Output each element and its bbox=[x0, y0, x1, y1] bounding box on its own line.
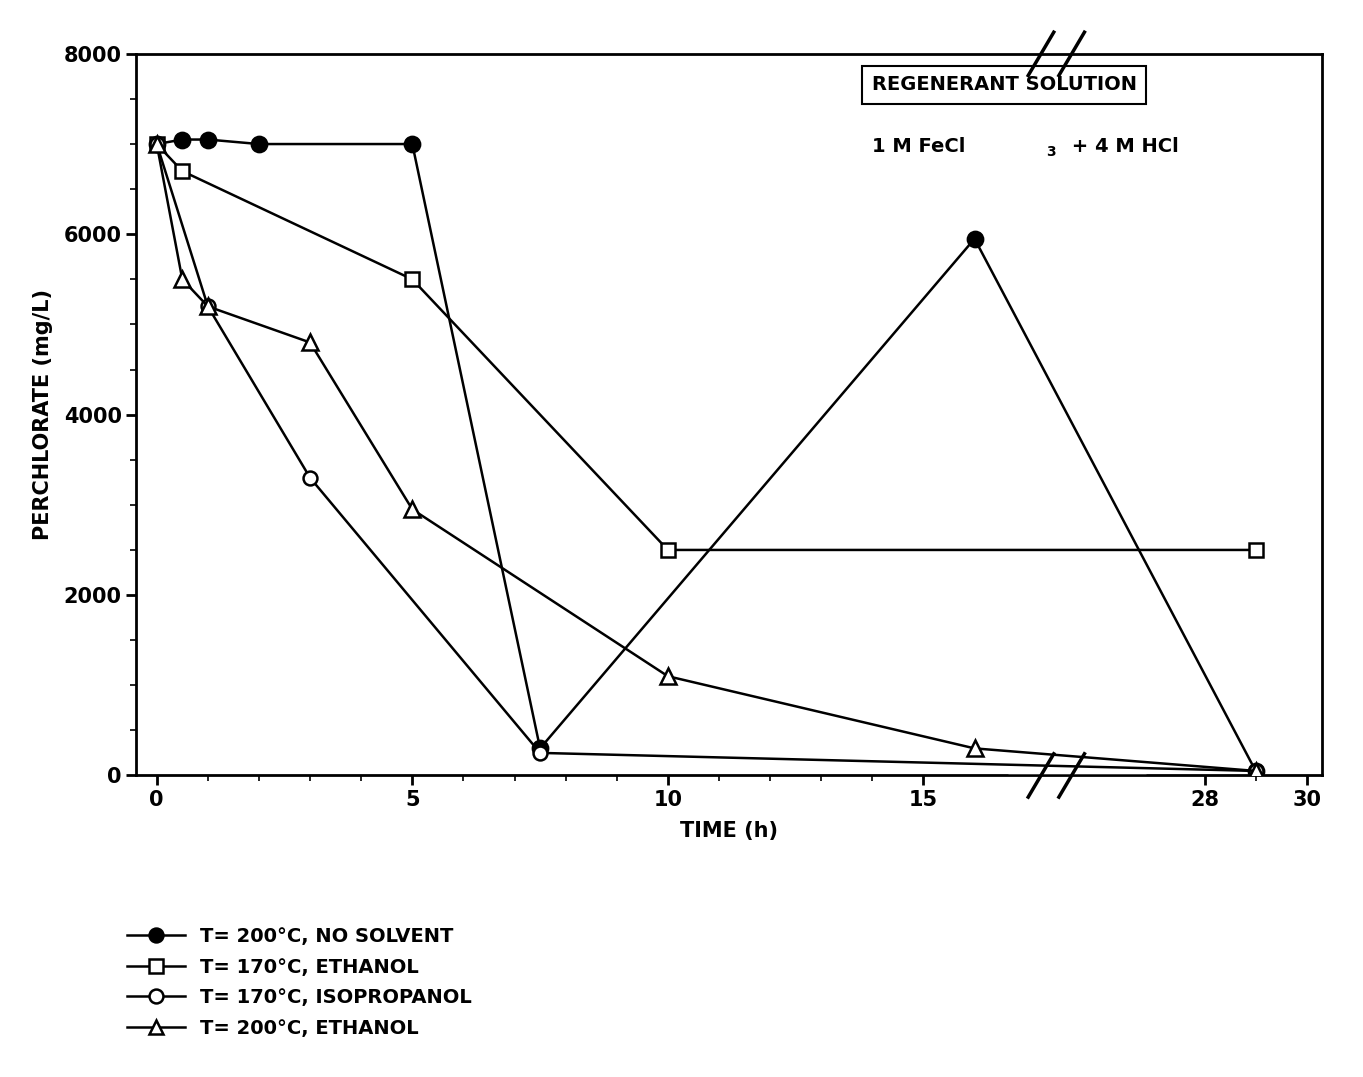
T= 170°C, ISOPROPANOL bbox=[532, 746, 548, 759]
T= 170°C, ISOPROPANOL bbox=[200, 299, 217, 312]
Text: 3: 3 bbox=[1045, 145, 1055, 159]
T= 200°C, NO SOLVENT bbox=[532, 742, 548, 755]
T= 200°C, NO SOLVENT bbox=[405, 138, 421, 151]
T= 200°C, NO SOLVENT bbox=[966, 233, 983, 246]
X-axis label: TIME (h): TIME (h) bbox=[680, 821, 778, 841]
Line: T= 200°C, NO SOLVENT: T= 200°C, NO SOLVENT bbox=[149, 131, 1264, 779]
T= 200°C, ETHANOL bbox=[149, 138, 165, 151]
T= 170°C, ETHANOL bbox=[405, 272, 421, 285]
T= 170°C, ETHANOL bbox=[660, 544, 676, 557]
T= 170°C, ISOPROPANOL bbox=[1247, 765, 1264, 778]
Line: T= 170°C, ETHANOL: T= 170°C, ETHANOL bbox=[150, 137, 1262, 557]
T= 200°C, ETHANOL bbox=[303, 336, 319, 349]
Text: + 4 M HCl: + 4 M HCl bbox=[1065, 137, 1179, 156]
Line: T= 200°C, ETHANOL: T= 200°C, ETHANOL bbox=[149, 137, 1264, 779]
Text: 1 M FeCl: 1 M FeCl bbox=[871, 137, 965, 156]
T= 200°C, NO SOLVENT bbox=[174, 134, 191, 146]
T= 200°C, NO SOLVENT bbox=[149, 138, 165, 151]
Y-axis label: PERCHLORATE (mg/L): PERCHLORATE (mg/L) bbox=[33, 289, 53, 541]
T= 200°C, ETHANOL bbox=[660, 670, 676, 683]
T= 170°C, ETHANOL bbox=[149, 138, 165, 151]
T= 200°C, ETHANOL bbox=[174, 272, 191, 285]
T= 200°C, ETHANOL bbox=[405, 503, 421, 516]
T= 170°C, ISOPROPANOL bbox=[149, 138, 165, 151]
T= 170°C, ISOPROPANOL bbox=[303, 472, 319, 485]
Text: REGENERANT SOLUTION: REGENERANT SOLUTION bbox=[871, 75, 1137, 95]
T= 200°C, NO SOLVENT bbox=[251, 138, 267, 151]
T= 200°C, NO SOLVENT bbox=[200, 134, 217, 146]
Legend: T= 200°C, NO SOLVENT, T= 170°C, ETHANOL, T= 170°C, ISOPROPANOL, T= 200°C, ETHANO: T= 200°C, NO SOLVENT, T= 170°C, ETHANOL,… bbox=[119, 919, 480, 1046]
T= 200°C, ETHANOL bbox=[1247, 765, 1264, 778]
T= 170°C, ETHANOL bbox=[174, 165, 191, 178]
T= 200°C, ETHANOL bbox=[200, 299, 217, 312]
T= 200°C, ETHANOL bbox=[966, 742, 983, 755]
T= 200°C, NO SOLVENT bbox=[1247, 765, 1264, 778]
T= 170°C, ETHANOL bbox=[1247, 544, 1264, 557]
Line: T= 170°C, ISOPROPANOL: T= 170°C, ISOPROPANOL bbox=[150, 137, 1262, 778]
